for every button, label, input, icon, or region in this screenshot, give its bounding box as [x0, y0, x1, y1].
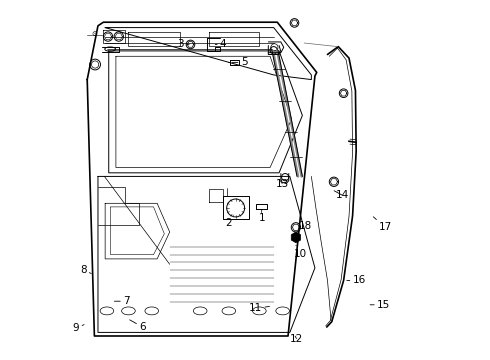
- Text: 12: 12: [290, 333, 303, 343]
- Text: 2: 2: [225, 215, 234, 228]
- Text: 18: 18: [296, 221, 312, 232]
- Text: 14: 14: [334, 190, 348, 200]
- Text: 6: 6: [130, 320, 146, 332]
- Text: 15: 15: [370, 300, 390, 310]
- Text: 16: 16: [347, 275, 366, 285]
- Text: 11: 11: [249, 303, 270, 314]
- Text: 1: 1: [259, 210, 266, 222]
- Text: 13: 13: [275, 179, 289, 189]
- Text: 17: 17: [373, 217, 392, 232]
- Text: 4: 4: [215, 40, 226, 49]
- Text: 8: 8: [80, 265, 91, 275]
- Text: 3: 3: [177, 40, 189, 49]
- Text: 9: 9: [73, 323, 84, 333]
- Text: 7: 7: [115, 296, 130, 306]
- Text: ⊙: ⊙: [92, 31, 98, 37]
- Text: 5: 5: [232, 57, 247, 67]
- Text: 10: 10: [294, 245, 307, 258]
